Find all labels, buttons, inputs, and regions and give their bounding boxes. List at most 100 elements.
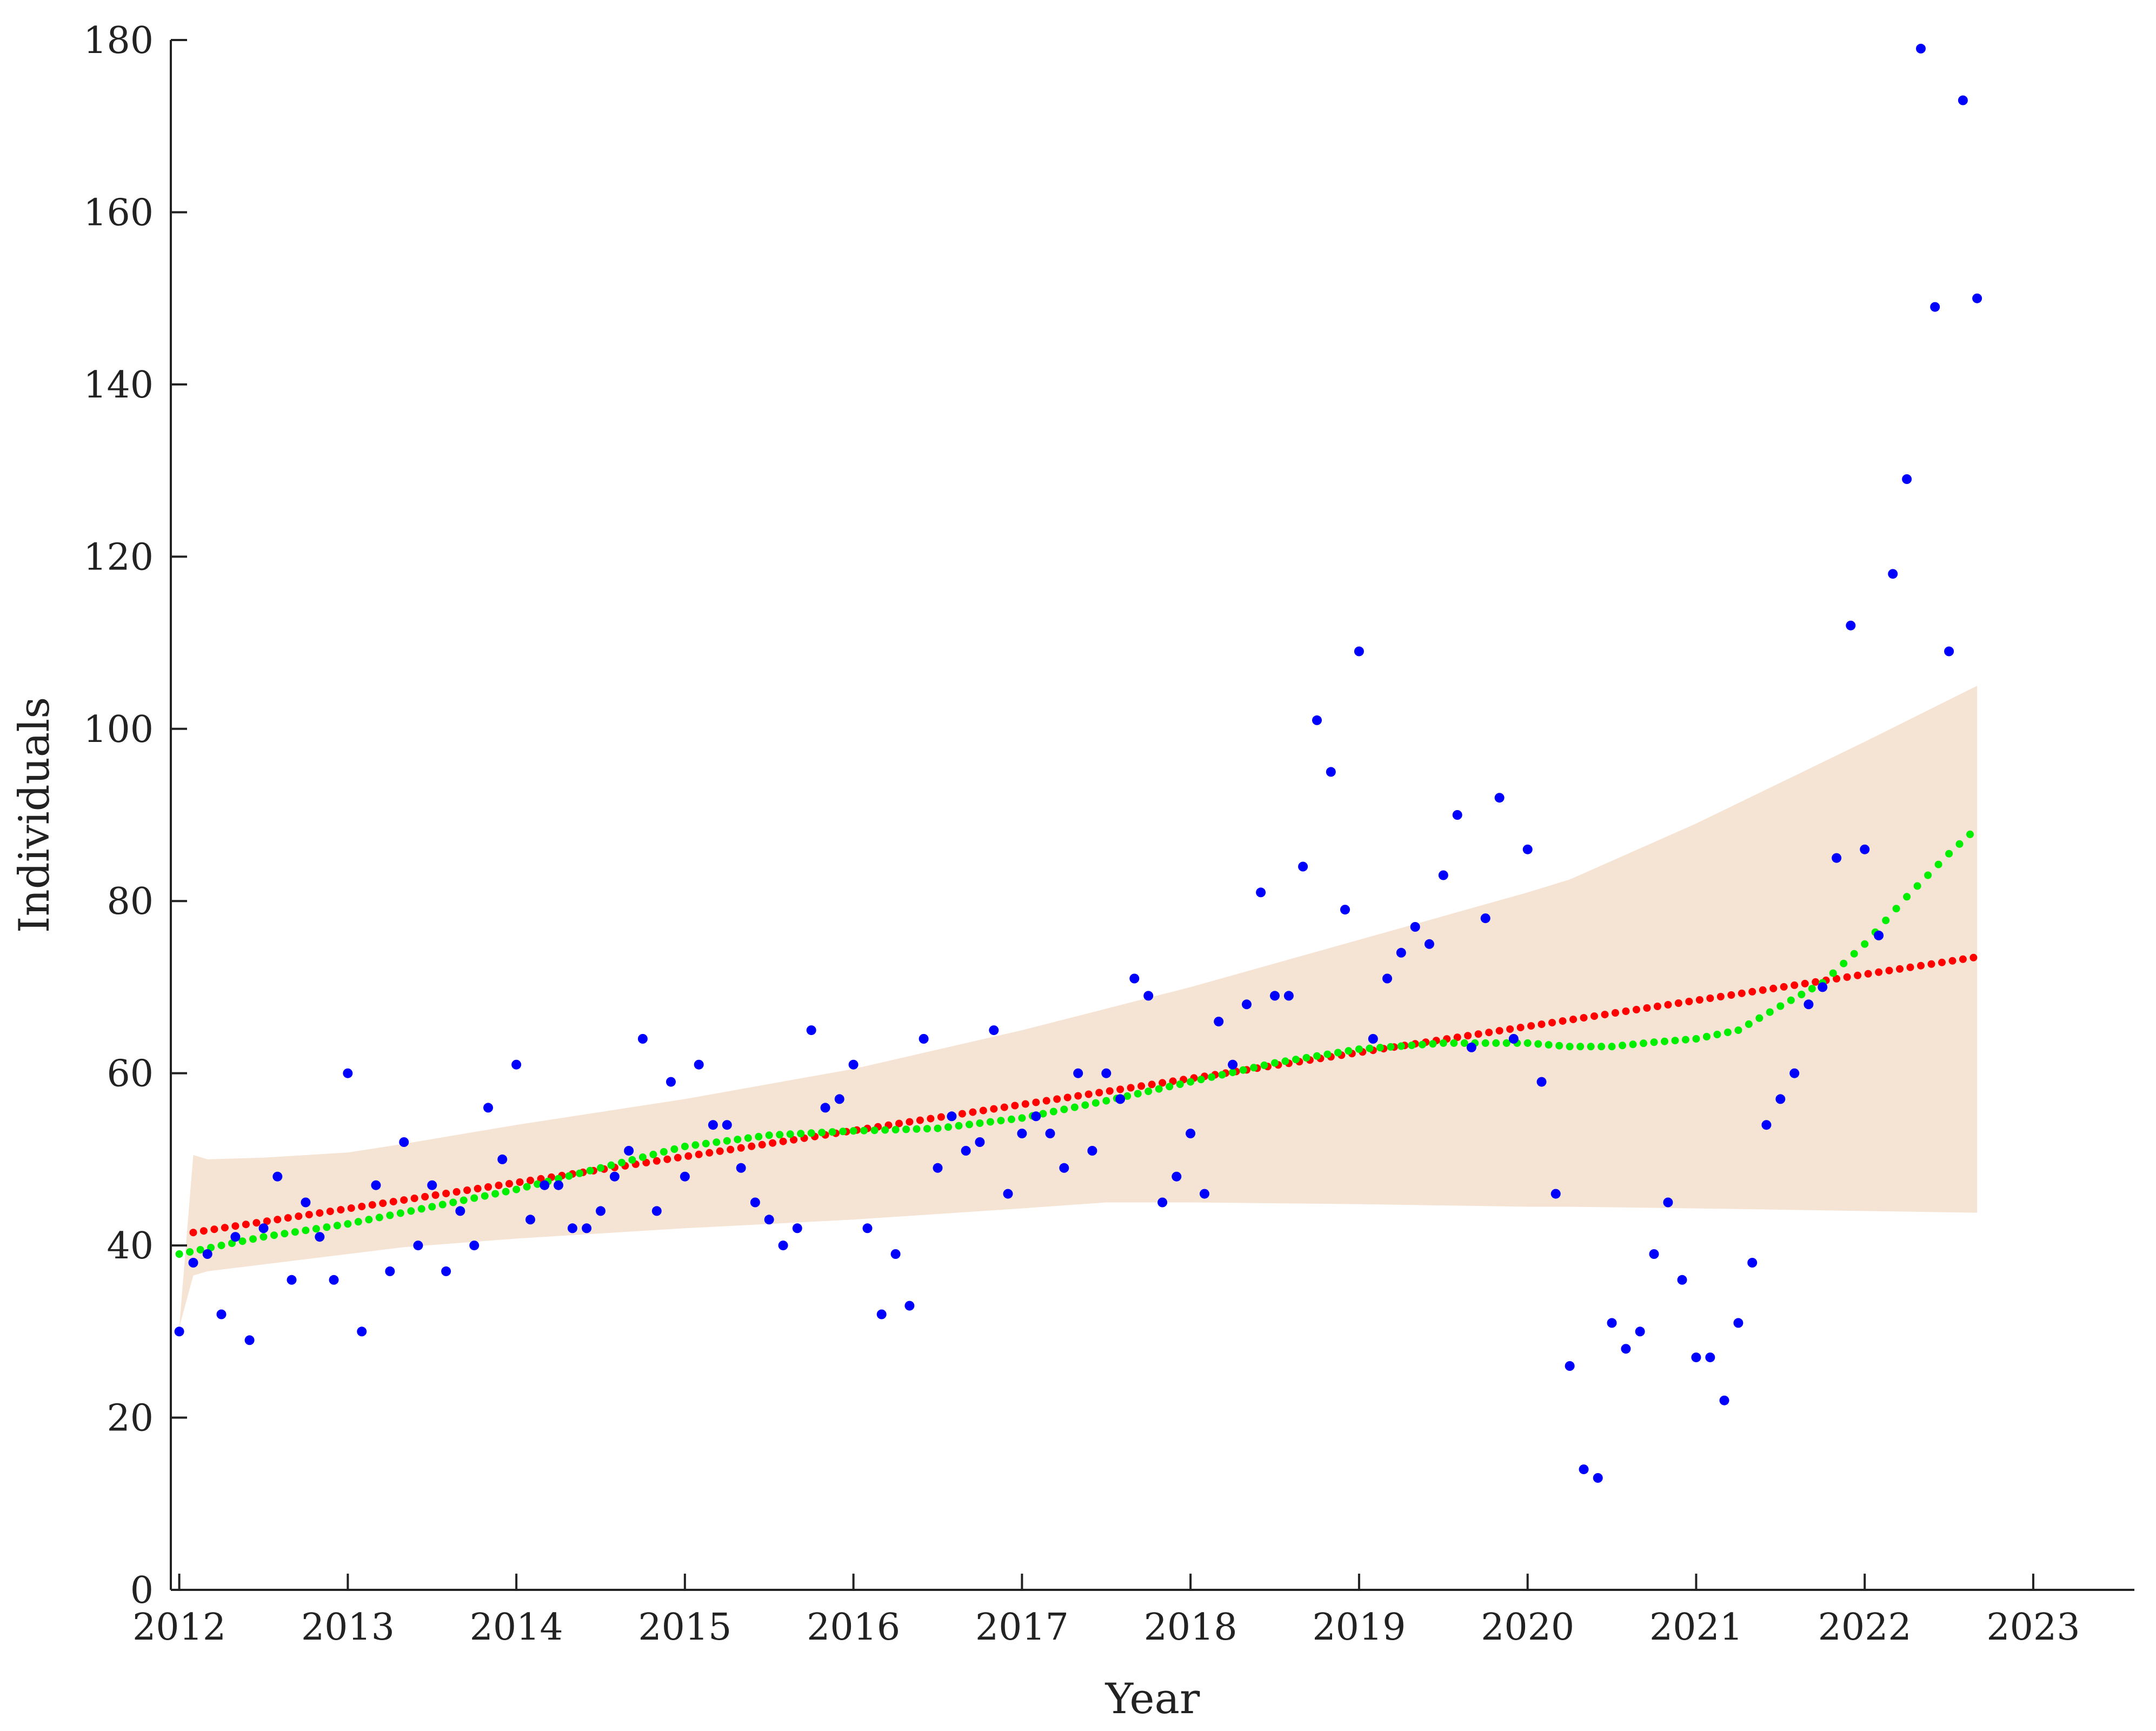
data-point bbox=[258, 1223, 269, 1233]
smooth-trend-dot bbox=[460, 1196, 468, 1204]
smooth-trend-dot bbox=[923, 1125, 931, 1133]
smooth-trend-dot bbox=[1281, 1057, 1289, 1065]
linear-trend-dot bbox=[274, 1216, 282, 1224]
smooth-trend-dot bbox=[618, 1158, 625, 1166]
data-point bbox=[1705, 1352, 1715, 1363]
smooth-trend-dot bbox=[1861, 940, 1869, 948]
linear-trend-dot bbox=[1063, 1093, 1072, 1102]
data-point bbox=[441, 1266, 451, 1276]
smooth-trend-dot bbox=[1260, 1061, 1268, 1069]
trend-lines bbox=[175, 830, 1978, 1258]
x-tick-label: 2016 bbox=[807, 1606, 900, 1649]
smooth-trend-dot bbox=[734, 1136, 742, 1144]
data-point bbox=[1059, 1163, 1069, 1173]
linear-trend-dot bbox=[284, 1214, 292, 1222]
data-point bbox=[1508, 1034, 1519, 1044]
linear-trend-dot bbox=[674, 1153, 682, 1162]
data-point bbox=[1466, 1042, 1476, 1052]
data-point bbox=[1073, 1068, 1083, 1078]
smooth-trend-dot bbox=[1903, 893, 1911, 901]
smooth-trend-dot bbox=[1798, 991, 1806, 998]
linear-trend-dot bbox=[527, 1176, 534, 1184]
smooth-trend-dot bbox=[513, 1185, 521, 1193]
linear-trend-dot bbox=[316, 1209, 324, 1217]
data-point bbox=[947, 1111, 957, 1122]
data-point bbox=[1340, 905, 1350, 915]
smooth-trend-dot bbox=[1218, 1071, 1226, 1079]
smooth-trend-dot bbox=[565, 1172, 573, 1180]
linear-trend-dot bbox=[642, 1158, 650, 1166]
smooth-trend-dot bbox=[1692, 1035, 1700, 1043]
data-point bbox=[230, 1232, 241, 1242]
smooth-trend-dot bbox=[1492, 1039, 1500, 1047]
data-point bbox=[1214, 1017, 1224, 1027]
data-point bbox=[216, 1309, 227, 1319]
data-point bbox=[427, 1180, 437, 1190]
data-point bbox=[1354, 646, 1364, 656]
linear-trend-dot bbox=[1591, 1012, 1598, 1020]
linear-trend-dot bbox=[1780, 983, 1788, 991]
smooth-trend-dot bbox=[776, 1131, 784, 1139]
x-axis-ticks: 2012 2013 2014 2015 2016 2017 2018 2019 2020 2021… bbox=[132, 1574, 2080, 1649]
smooth-trend-dot bbox=[396, 1209, 404, 1217]
smooth-trend-dot bbox=[186, 1248, 194, 1256]
smooth-trend-dot bbox=[1208, 1073, 1216, 1081]
data-point bbox=[1494, 793, 1505, 803]
x-tick-label: 2017 bbox=[975, 1606, 1069, 1649]
linear-trend-dot bbox=[453, 1188, 461, 1196]
smooth-trend-dot bbox=[534, 1180, 542, 1188]
data-point bbox=[651, 1206, 662, 1216]
smooth-trend-dot bbox=[1081, 1101, 1089, 1109]
smooth-trend-dot bbox=[302, 1226, 310, 1235]
y-tick-label: 120 bbox=[83, 536, 154, 579]
linear-trend-dot bbox=[1917, 961, 1925, 970]
x-tick-label: 2023 bbox=[1986, 1606, 2080, 1649]
smooth-trend-dot bbox=[1166, 1083, 1174, 1091]
smooth-trend-dot bbox=[1439, 1039, 1447, 1047]
data-point bbox=[1747, 1258, 1758, 1268]
data-point bbox=[1087, 1146, 1097, 1156]
data-point bbox=[540, 1180, 550, 1190]
data-point bbox=[1368, 1034, 1378, 1044]
data-point bbox=[764, 1215, 774, 1225]
smooth-trend-dot bbox=[681, 1143, 689, 1150]
linear-trend-dot bbox=[727, 1145, 735, 1153]
linear-trend-dot bbox=[347, 1204, 355, 1212]
x-tick-label: 2013 bbox=[301, 1606, 395, 1649]
data-point bbox=[174, 1327, 184, 1337]
linear-trend-dot bbox=[505, 1180, 513, 1188]
linear-trend-dot bbox=[358, 1203, 366, 1211]
smooth-trend-dot bbox=[1250, 1064, 1258, 1072]
smooth-trend-dot bbox=[470, 1194, 478, 1202]
smooth-trend-dot bbox=[976, 1119, 984, 1127]
smooth-trend-dot bbox=[1049, 1107, 1057, 1116]
smooth-trend-dot bbox=[818, 1129, 826, 1137]
linear-trend-dot bbox=[516, 1178, 524, 1186]
linear-trend-dot bbox=[916, 1116, 924, 1124]
linear-trend-dot bbox=[1653, 1003, 1661, 1010]
data-point bbox=[1031, 1111, 1041, 1122]
data-point bbox=[1410, 922, 1420, 932]
linear-trend-dot bbox=[221, 1224, 229, 1232]
data-point bbox=[1691, 1352, 1701, 1363]
y-tick-label: 40 bbox=[107, 1225, 154, 1268]
smooth-trend-dot bbox=[1429, 1040, 1437, 1048]
linear-trend-dot bbox=[1084, 1090, 1093, 1098]
data-point bbox=[1551, 1189, 1561, 1199]
data-point bbox=[961, 1146, 971, 1156]
smooth-trend-dot bbox=[1102, 1097, 1110, 1105]
linear-trend-dot bbox=[937, 1113, 945, 1121]
smooth-trend-dot bbox=[702, 1139, 710, 1148]
smooth-trend-dot bbox=[1829, 969, 1837, 977]
linear-trend-dot bbox=[1864, 970, 1872, 978]
smooth-trend-dot bbox=[870, 1126, 879, 1135]
linear-trend-dot bbox=[737, 1144, 745, 1152]
smooth-trend-dot bbox=[365, 1216, 373, 1224]
data-point bbox=[1663, 1197, 1673, 1208]
data-point bbox=[876, 1309, 887, 1319]
confidence-band bbox=[179, 686, 1978, 1328]
data-point bbox=[1874, 930, 1884, 940]
linear-trend-dot bbox=[199, 1227, 208, 1235]
data-point bbox=[792, 1223, 802, 1233]
data-point bbox=[1593, 1473, 1603, 1483]
